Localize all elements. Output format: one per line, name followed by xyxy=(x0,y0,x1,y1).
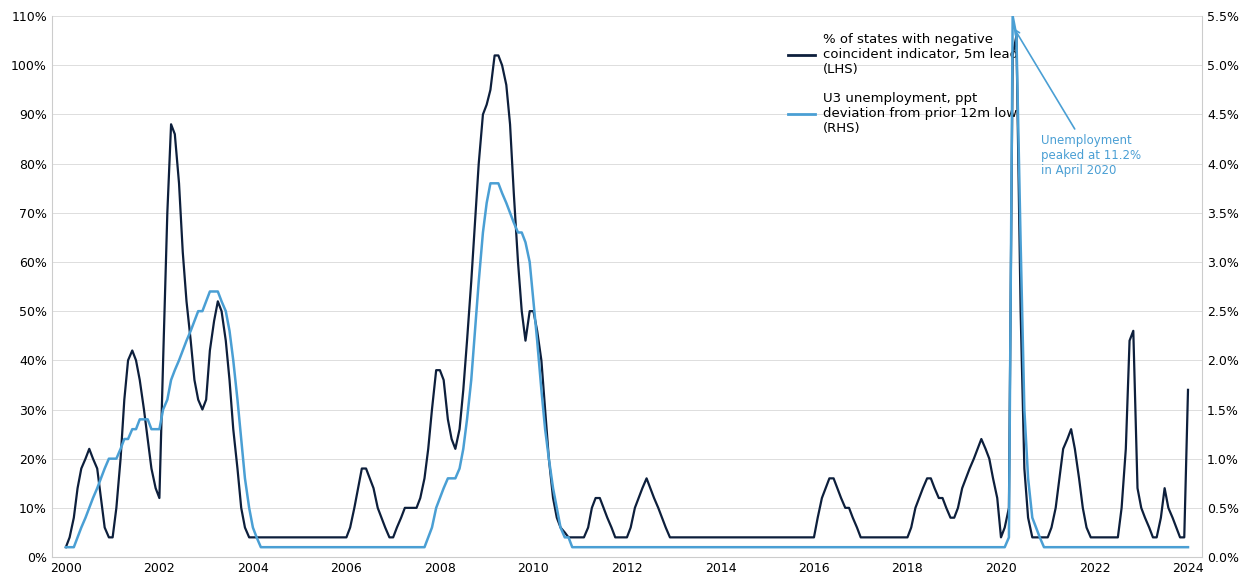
Legend: % of states with negative
coincident indicator, 5m lead
(LHS), U3 unemployment, : % of states with negative coincident ind… xyxy=(782,28,1022,141)
Text: Unemployment
peaked at 11.2%
in April 2020: Unemployment peaked at 11.2% in April 20… xyxy=(1015,30,1141,177)
